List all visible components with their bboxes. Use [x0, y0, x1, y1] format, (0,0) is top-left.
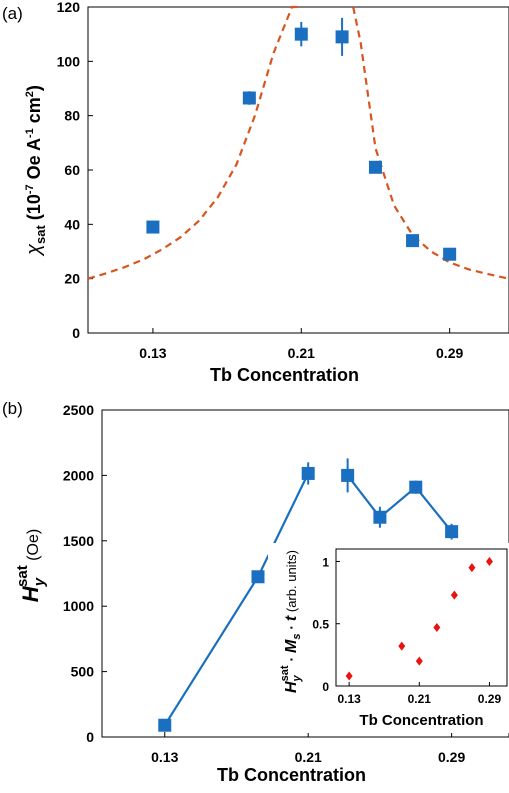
- data-point-square: [335, 30, 349, 44]
- inset-x-axis-label: Tb Concentration: [359, 712, 483, 729]
- data-point-square: [301, 466, 315, 480]
- unit-exp-1: -7: [24, 184, 36, 194]
- h-superscript: sat: [14, 565, 31, 587]
- inset-x-ticks: 0.13 0.21 0.29: [337, 682, 501, 706]
- data-point-square: [242, 91, 256, 105]
- unit-part-a: (10: [24, 194, 44, 225]
- y-tick-label: 20: [64, 271, 80, 287]
- data-point-square: [406, 234, 420, 248]
- chi-symbol: χ: [23, 243, 45, 257]
- panel-b-x-axis-label: Tb Concentration: [217, 765, 366, 785]
- panel-b: (b) 0 500 1000 1500 2000 2500 0.13 0.21 0.29 Tb…: [2, 399, 509, 785]
- inset-t-symbol: t: [283, 615, 300, 621]
- inset-dot-2: ·: [283, 621, 299, 633]
- y-tick-label: 0: [72, 325, 80, 341]
- panel-a: (a) 0 20 40 60 80 100 120 0.13 0.21 0.29 Tb Conc…: [2, 0, 509, 385]
- data-point-square: [443, 247, 457, 261]
- data-point-square: [146, 220, 160, 234]
- inset-m-subscript: s: [291, 634, 303, 640]
- y-tick-label: 80: [64, 108, 80, 124]
- inset-m-symbol: M: [283, 639, 300, 653]
- unit-part-c: cm: [24, 97, 44, 128]
- x-tick-label: 0.13: [139, 345, 166, 361]
- panel-a-y-ticks: 0 20 40 60 80 100 120: [57, 0, 93, 341]
- panel-a-data-points: [146, 17, 457, 261]
- inset-background: [268, 543, 509, 733]
- y-tick-label: 60: [64, 162, 80, 178]
- fit-curve: [352, 6, 509, 280]
- y-tick-label: 2500: [63, 402, 94, 418]
- data-point-square: [341, 468, 355, 482]
- data-point-diamond: [485, 556, 493, 566]
- x-tick-label: 0.29: [438, 749, 465, 765]
- inset-h-subscript: y: [291, 674, 303, 682]
- y-tick-label: 1000: [63, 598, 94, 614]
- y-tick-label: 120: [57, 0, 81, 15]
- h-subscript: y: [31, 577, 48, 587]
- h-unit: (Oe): [25, 529, 42, 565]
- inset-unit: (arb. units): [284, 550, 299, 616]
- data-point-square: [251, 570, 265, 584]
- y-tick-label: 0: [86, 729, 94, 745]
- data-point-diamond: [433, 622, 441, 632]
- data-point-square: [445, 525, 459, 539]
- data-point-square: [409, 480, 423, 494]
- unit-part-d: ): [24, 85, 44, 91]
- h-symbol: H: [18, 585, 43, 602]
- panel-a-y-axis-label: χsat (10-7 Oe A-1 cm2): [23, 85, 48, 257]
- x-tick-label: 0.29: [436, 345, 463, 361]
- panel-b-axes-frame: [101, 409, 509, 738]
- y-tick-label: 1500: [63, 533, 94, 549]
- data-point-diamond: [398, 641, 406, 651]
- fit-curve: [87, 5, 302, 280]
- inset-h-superscript: sat: [279, 665, 291, 681]
- y-tick-label: 100: [57, 53, 81, 69]
- x-tick-label: 0.21: [295, 749, 322, 765]
- x-tick-label: 0.21: [408, 692, 432, 706]
- x-tick-label: 0.13: [151, 749, 178, 765]
- panel-a-label: (a): [2, 4, 23, 23]
- inset-dot-1: ·: [283, 653, 299, 665]
- panel-b-y-axis-label: Hysat (Oe): [14, 529, 48, 602]
- data-point-diamond: [345, 671, 353, 681]
- data-point-diamond: [468, 563, 476, 573]
- data-point-square: [368, 160, 382, 174]
- panel-b-x-ticks: 0.13 0.21 0.29: [151, 732, 465, 765]
- data-point-diamond: [450, 590, 458, 600]
- x-tick-label: 0.13: [337, 692, 361, 706]
- panel-b-data-points: [158, 458, 459, 732]
- y-tick-label: 0: [322, 680, 329, 694]
- x-tick-label: 0.29: [478, 692, 502, 706]
- panel-a-x-axis-label: Tb Concentration: [210, 365, 359, 385]
- data-point-square: [294, 27, 308, 41]
- series-line: [346, 474, 453, 533]
- panel-a-axes-frame: [87, 6, 509, 334]
- y-tick-label: 2000: [63, 467, 94, 483]
- y-tick-label: 40: [64, 216, 80, 232]
- inset-y-ticks: 00.51: [312, 555, 340, 694]
- panel-a-fit-line: [87, 5, 509, 280]
- data-point-square: [158, 718, 172, 732]
- y-tick-label: 500: [71, 664, 95, 680]
- inset-chart: 00.51 0.13 0.21 0.29 Tb Concentration Hysa…: [268, 543, 509, 733]
- inset-data-points: [345, 556, 493, 681]
- data-point-square: [373, 510, 387, 524]
- unit-part-b: Oe A: [24, 138, 44, 184]
- y-tick-label: 1: [322, 555, 329, 569]
- unit-exp-2: -1: [24, 128, 36, 138]
- y-tick-label: 0.5: [312, 618, 329, 632]
- panel-b-y-ticks: 0 500 1000 1500 2000 2500: [63, 402, 107, 745]
- x-tick-label: 0.21: [288, 345, 315, 361]
- panel-b-label: (b): [2, 399, 23, 418]
- inset-axes-frame: [335, 548, 508, 687]
- chi-subscript: sat: [33, 225, 48, 244]
- unit-exp-3: 2: [24, 91, 36, 97]
- inset-y-axis-label: Hysat · Ms · t (arb. units): [279, 550, 303, 693]
- inset-h-symbol: H: [283, 681, 300, 693]
- panel-a-x-ticks: 0.13 0.21 0.29: [139, 328, 463, 361]
- data-point-diamond: [415, 656, 423, 666]
